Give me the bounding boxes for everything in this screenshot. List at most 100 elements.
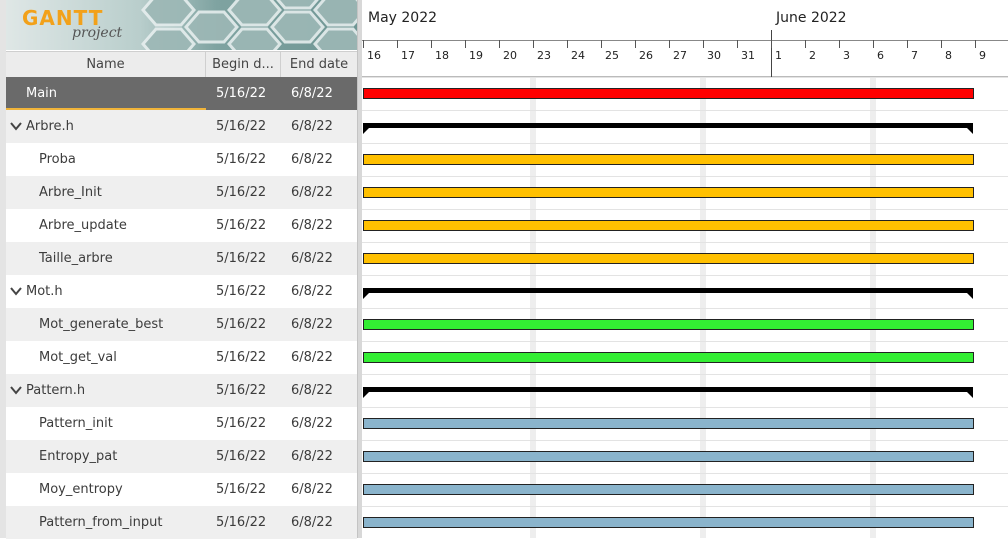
task-row[interactable]: Entropy_pat 5/16/22 6/8/22 xyxy=(6,440,357,473)
task-end-date: 6/8/22 xyxy=(291,86,333,101)
timeline-header xyxy=(362,0,1008,77)
logo-brand-text: GANTT xyxy=(22,6,104,30)
task-row[interactable]: Pattern_init 5/16/22 6/8/22 xyxy=(6,407,357,440)
day-label: 26 xyxy=(639,49,653,62)
task-name: Mot.h xyxy=(26,284,63,299)
task-bar[interactable] xyxy=(363,154,974,165)
task-name: Proba xyxy=(39,152,76,167)
ganttproject-logo: GANTT project xyxy=(6,0,357,50)
task-group-row[interactable]: Mot.h 5/16/22 6/8/22 xyxy=(6,275,357,308)
group-summary-bar[interactable] xyxy=(363,387,973,392)
task-row[interactable]: Moy_entropy 5/16/22 6/8/22 xyxy=(6,473,357,506)
task-row[interactable]: Proba 5/16/22 6/8/22 xyxy=(6,143,357,176)
day-label: 30 xyxy=(707,49,721,62)
task-bar[interactable] xyxy=(363,484,974,495)
task-row[interactable]: Main 5/16/22 6/8/22 xyxy=(6,77,357,110)
task-name: Pattern_from_input xyxy=(39,515,163,530)
task-row[interactable]: Arbre_Init 5/16/22 6/8/22 xyxy=(6,176,357,209)
group-summary-bar[interactable] xyxy=(363,123,973,128)
day-label: 2 xyxy=(809,49,816,62)
task-end-date: 6/8/22 xyxy=(291,119,333,134)
task-name: Mot_generate_best xyxy=(39,317,164,332)
task-group-row[interactable]: Pattern.h 5/16/22 6/8/22 xyxy=(6,374,357,407)
gantt-chart-panel: May 2022 June 2022 16 17 18 19 20 23 24 25 26 27 30 3… xyxy=(362,0,1008,538)
group-bar-end-cap xyxy=(967,293,973,299)
task-bar[interactable] xyxy=(363,517,974,528)
task-begin-date: 5/16/22 xyxy=(216,119,267,134)
task-row[interactable]: Pattern_from_input 5/16/22 6/8/22 xyxy=(6,506,357,539)
task-row[interactable]: Arbre_update 5/16/22 6/8/22 xyxy=(6,209,357,242)
task-end-date: 6/8/22 xyxy=(291,317,333,332)
task-end-date: 6/8/22 xyxy=(291,284,333,299)
tree-column-header: Name Begin d... End date xyxy=(6,51,357,78)
group-bar-end-cap xyxy=(967,392,973,398)
task-begin-date: 5/16/22 xyxy=(216,449,267,464)
task-name: Pattern_init xyxy=(39,416,113,431)
day-label: 31 xyxy=(741,49,755,62)
task-begin-date: 5/16/22 xyxy=(216,515,267,530)
task-bar[interactable] xyxy=(363,418,974,429)
task-bar[interactable] xyxy=(363,352,974,363)
task-bar[interactable] xyxy=(363,88,974,99)
task-begin-date: 5/16/22 xyxy=(216,251,267,266)
panel-splitter[interactable] xyxy=(357,0,362,538)
task-name: Main xyxy=(26,86,58,101)
month-label: May 2022 xyxy=(368,10,437,26)
group-bar-start-cap xyxy=(363,128,369,134)
column-header-begin-date[interactable]: Begin d... xyxy=(206,52,281,77)
chevron-down-icon[interactable] xyxy=(10,122,22,131)
column-header-name[interactable]: Name xyxy=(6,52,206,77)
task-bar[interactable] xyxy=(363,451,974,462)
day-label: 1 xyxy=(775,49,782,62)
task-row[interactable]: Mot_generate_best 5/16/22 6/8/22 xyxy=(6,308,357,341)
task-bar[interactable] xyxy=(363,220,974,231)
day-label: 24 xyxy=(571,49,585,62)
task-end-date: 6/8/22 xyxy=(291,515,333,530)
task-name: Mot_get_val xyxy=(39,350,117,365)
task-row[interactable]: Taille_arbre 5/16/22 6/8/22 xyxy=(6,242,357,275)
month-label: June 2022 xyxy=(775,10,847,26)
group-summary-bar[interactable] xyxy=(363,288,973,293)
task-name: Pattern.h xyxy=(26,383,86,398)
day-label: 16 xyxy=(367,49,381,62)
weekend-band xyxy=(870,77,876,538)
task-begin-date: 5/16/22 xyxy=(216,185,267,200)
day-label: 17 xyxy=(401,49,415,62)
task-begin-date: 5/16/22 xyxy=(216,350,267,365)
task-group-row[interactable]: Arbre.h 5/16/22 6/8/22 xyxy=(6,110,357,143)
task-list: Main 5/16/22 6/8/22 Arbre.h 5/16/22 6/8/22 Pro… xyxy=(6,77,357,539)
column-header-end-date[interactable]: End date xyxy=(289,57,349,72)
task-bar[interactable] xyxy=(363,319,974,330)
task-end-date: 6/8/22 xyxy=(291,383,333,398)
weekend-band xyxy=(530,77,536,538)
weekend-band xyxy=(700,77,706,538)
task-begin-date: 5/16/22 xyxy=(216,383,267,398)
task-name: Arbre_Init xyxy=(39,185,102,200)
chevron-down-icon[interactable] xyxy=(10,386,22,395)
chevron-down-icon[interactable] xyxy=(10,287,22,296)
task-bar[interactable] xyxy=(363,187,974,198)
day-label: 3 xyxy=(843,49,850,62)
day-label: 27 xyxy=(673,49,687,62)
task-end-date: 6/8/22 xyxy=(291,218,333,233)
task-row[interactable]: Mot_get_val 5/16/22 6/8/22 xyxy=(6,341,357,374)
task-name: Arbre_update xyxy=(39,218,127,233)
task-tree-panel: GANTT project Name Begin d... End date M… xyxy=(0,0,357,539)
task-name: Moy_entropy xyxy=(39,482,123,497)
task-begin-date: 5/16/22 xyxy=(216,416,267,431)
group-bar-start-cap xyxy=(363,293,369,299)
task-begin-date: 5/16/22 xyxy=(216,317,267,332)
hexagon-pattern xyxy=(141,0,357,50)
task-begin-date: 5/16/22 xyxy=(216,218,267,233)
task-name: Arbre.h xyxy=(26,119,74,134)
task-name: Taille_arbre xyxy=(39,251,113,266)
task-end-date: 6/8/22 xyxy=(291,185,333,200)
task-begin-date: 5/16/22 xyxy=(216,482,267,497)
task-begin-date: 5/16/22 xyxy=(216,86,267,101)
day-label: 23 xyxy=(537,49,551,62)
logo-subtitle-text: project xyxy=(72,25,123,41)
task-end-date: 6/8/22 xyxy=(291,350,333,365)
task-bar[interactable] xyxy=(363,253,974,264)
day-label: 19 xyxy=(469,49,483,62)
